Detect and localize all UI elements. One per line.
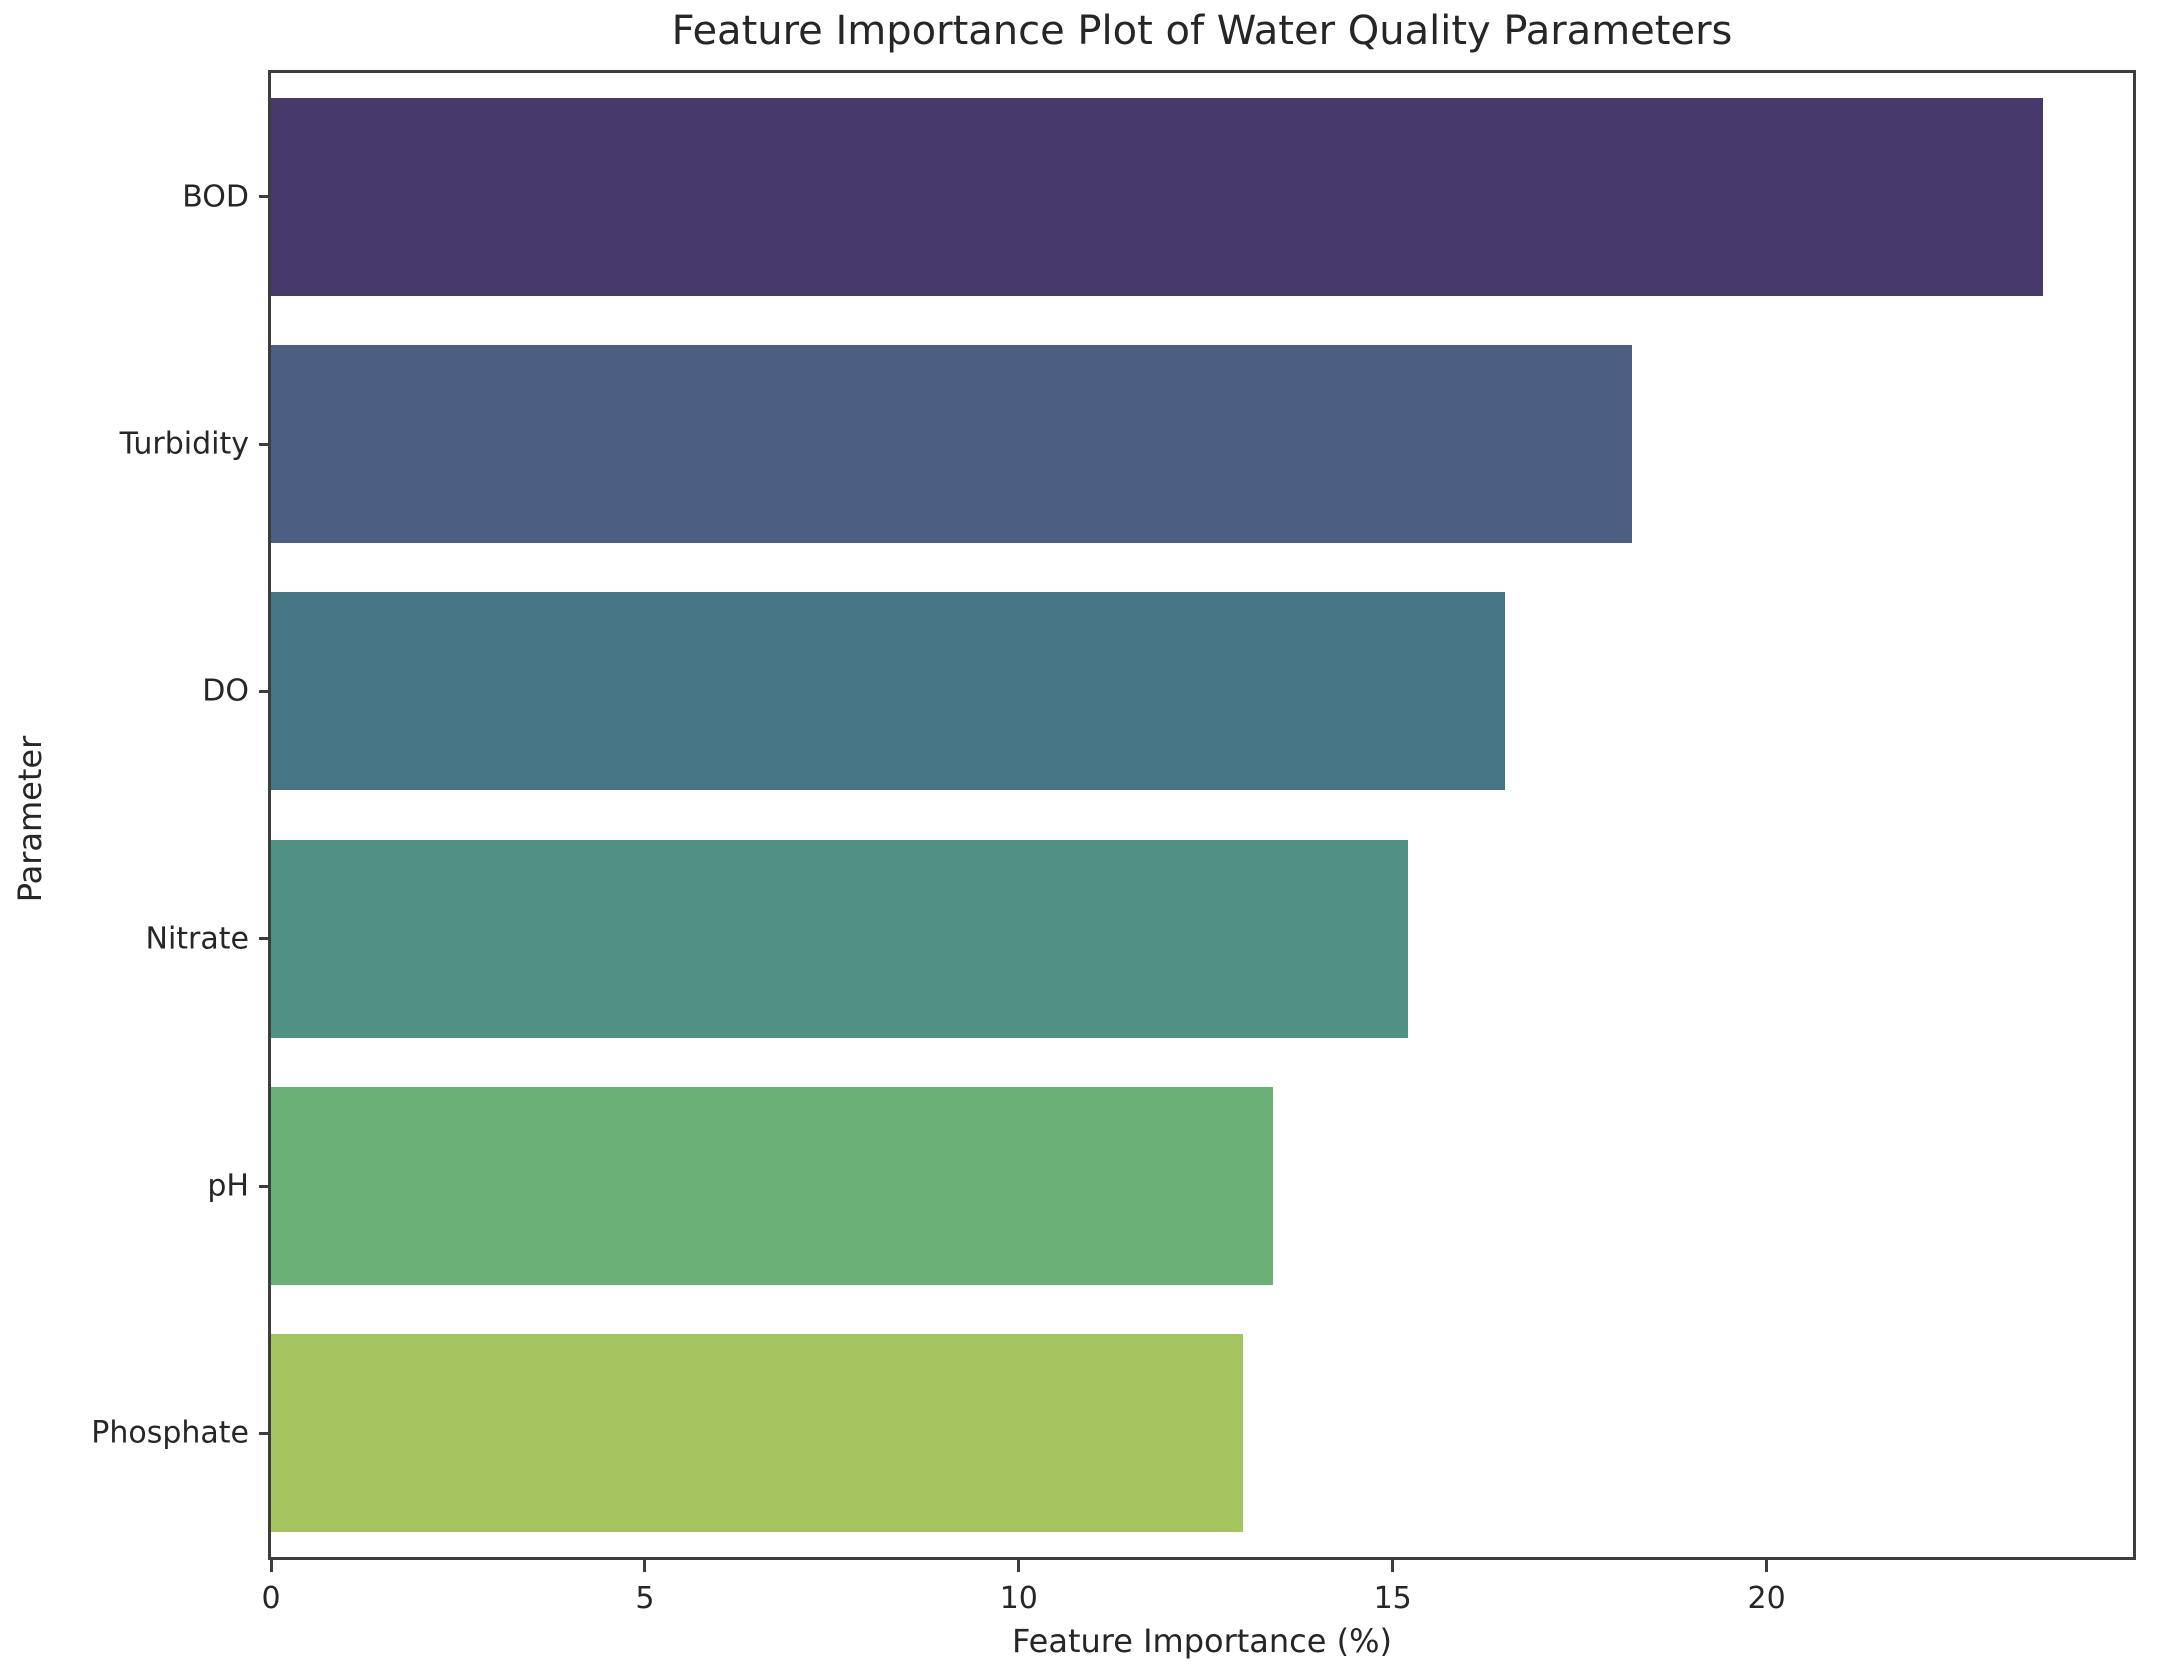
y-tick-mark-nitrate — [259, 937, 271, 941]
x-tick-mark-20 — [1765, 1560, 1769, 1572]
x-tick-mark-10 — [1017, 1560, 1021, 1572]
y-tick-mark-bod — [259, 195, 271, 199]
y-axis-label: Parameter — [11, 735, 49, 903]
y-tick-mark-do — [259, 689, 271, 693]
y-tick-label-nitrate: Nitrate — [145, 921, 249, 957]
x-tick-label-5: 5 — [635, 1581, 655, 1616]
x-tick-label-20: 20 — [1747, 1581, 1786, 1616]
bar-nitrate — [271, 839, 1408, 1038]
y-tick-mark-turbidity — [259, 442, 271, 446]
plot-area — [268, 70, 2136, 1560]
x-tick-mark-0 — [269, 1560, 273, 1572]
y-tick-label-phosphate: Phosphate — [91, 1415, 249, 1451]
bar-bod — [271, 97, 2044, 296]
bar-turbidity — [271, 345, 1632, 543]
y-tick-label-ph: pH — [207, 1168, 249, 1204]
y-tick-mark-ph — [259, 1184, 271, 1188]
bar-ph — [271, 1087, 1274, 1285]
x-tick-label-0: 0 — [261, 1581, 281, 1616]
y-tick-mark-phosphate — [259, 1431, 271, 1435]
x-axis-label: Feature Importance (%) — [1011, 1622, 1392, 1660]
x-tick-mark-15 — [1391, 1560, 1395, 1572]
x-tick-label-15: 15 — [1373, 1581, 1412, 1616]
bar-phosphate — [271, 1334, 1244, 1533]
x-tick-mark-5 — [643, 1560, 647, 1572]
y-tick-label-turbidity: Turbidity — [119, 426, 249, 462]
bar-do — [271, 592, 1505, 791]
x-tick-label-10: 10 — [999, 1581, 1038, 1616]
y-tick-label-bod: BOD — [182, 179, 249, 215]
y-tick-label-do: DO — [202, 673, 249, 709]
chart-title: Feature Importance Plot of Water Quality… — [671, 8, 1733, 54]
